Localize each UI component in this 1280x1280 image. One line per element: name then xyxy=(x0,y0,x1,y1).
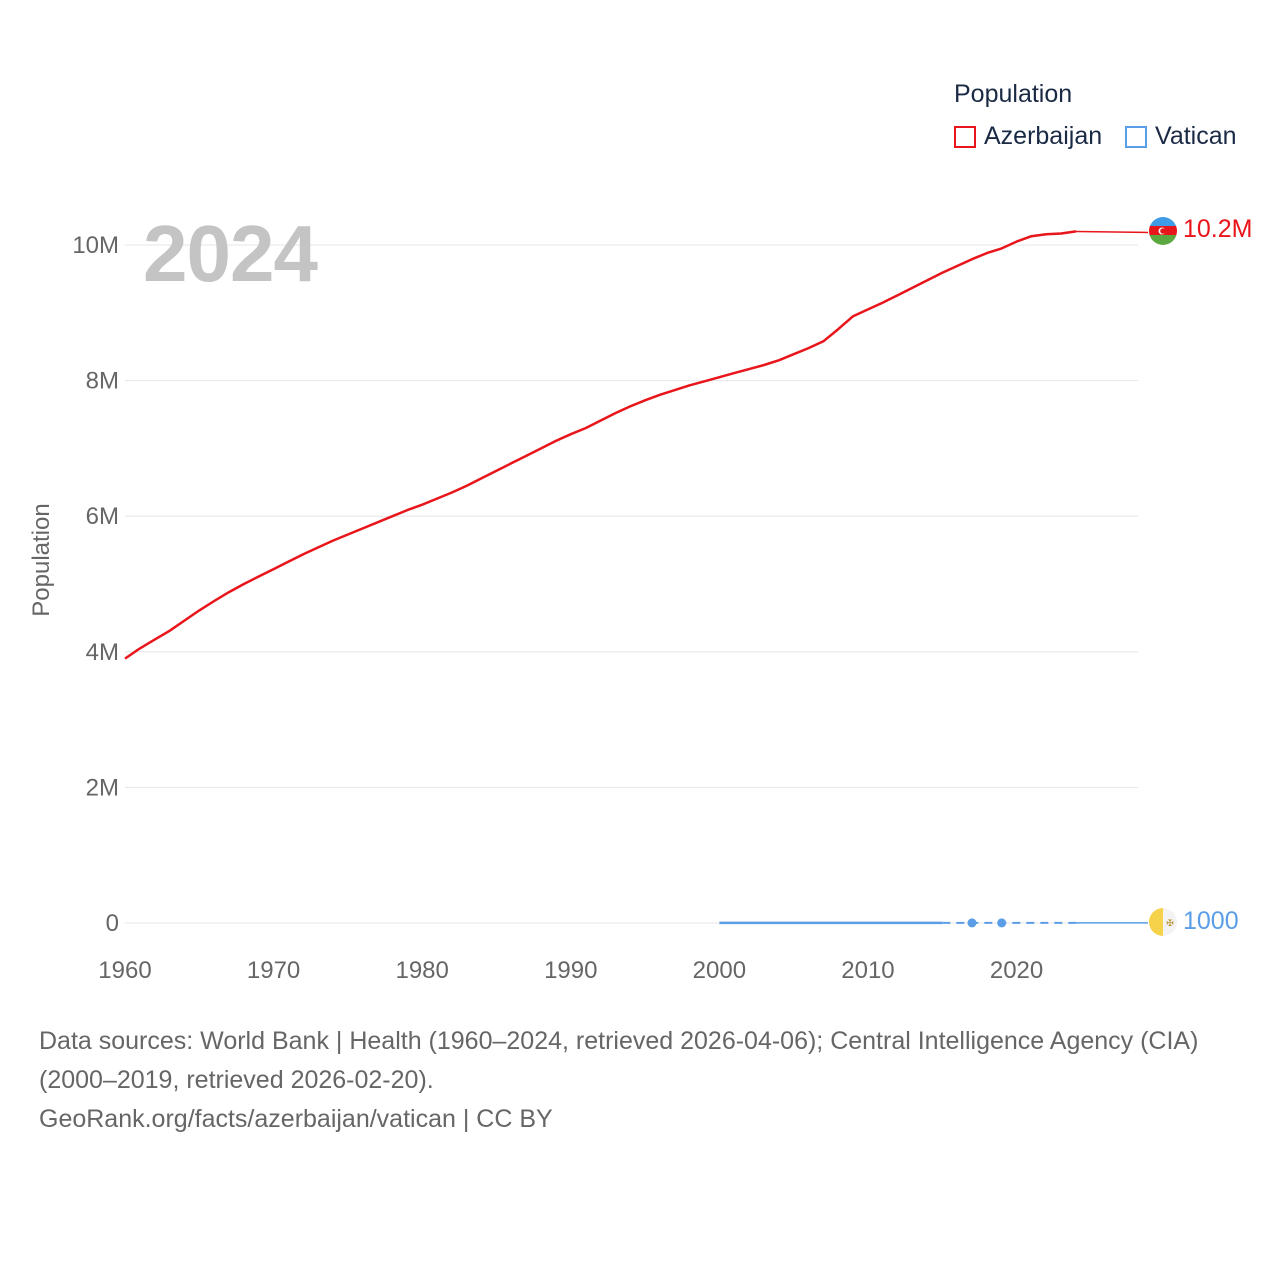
y-tick-label: 2M xyxy=(86,774,119,801)
y-tick-label: 6M xyxy=(86,503,119,530)
source-link[interactable]: GeoRank.org/facts/azerbaijan/vatican | C… xyxy=(39,1105,553,1133)
series-end-labels: 10.2M 1000 xyxy=(1183,215,1252,935)
grid-lines xyxy=(125,244,1138,924)
series-end-markers: ✠ xyxy=(1149,217,1177,936)
x-tick-label: 2020 xyxy=(990,957,1043,984)
x-tick-label: 1990 xyxy=(544,957,597,984)
x-axis-ticks: 1960 1970 1980 1990 2000 2010 2020 xyxy=(98,957,1043,984)
y-axis-ticks: 0 2M 4M 6M 8M 10M xyxy=(72,232,119,937)
legend-swatch-azerbaijan xyxy=(954,125,976,148)
azerbaijan-flag-icon xyxy=(1149,217,1177,245)
current-year-label: 2024 xyxy=(143,209,318,298)
legend-swatch-vatican xyxy=(1125,125,1147,148)
data-point-vatican xyxy=(997,918,1007,928)
y-axis-title: Population xyxy=(28,503,55,617)
series-leader-azerbaijan xyxy=(1075,230,1149,234)
source-line-1: Data sources: World Bank | Health (1960–… xyxy=(39,1027,1199,1055)
source-footer: Data sources: World Bank | Health (1960–… xyxy=(39,1022,1249,1139)
x-tick-label: 2000 xyxy=(693,957,746,984)
svg-text:✠: ✠ xyxy=(1166,918,1174,928)
x-tick-label: 2010 xyxy=(841,957,894,984)
source-line-2: (2000–2019, retrieved 2026-02-20). xyxy=(39,1066,434,1094)
legend-label-azerbaijan: Azerbaijan xyxy=(984,122,1103,150)
legend-item-azerbaijan[interactable]: Azerbaijan xyxy=(954,122,1102,151)
series-line-azerbaijan xyxy=(124,230,1077,660)
x-tick-label: 1970 xyxy=(247,957,300,984)
legend-title: Population xyxy=(954,80,1073,108)
x-tick-label: 1960 xyxy=(98,957,151,984)
x-tick-label: 1980 xyxy=(395,957,448,984)
y-tick-label: 4M xyxy=(86,639,119,666)
end-label-vatican: 1000 xyxy=(1183,907,1239,935)
series-lines xyxy=(124,230,1149,928)
y-tick-label: 0 xyxy=(106,910,119,937)
y-tick-label: 8M xyxy=(86,368,119,395)
y-tick-label: 10M xyxy=(72,232,119,259)
vatican-flag-icon: ✠ xyxy=(1149,908,1177,936)
legend-label-vatican: Vatican xyxy=(1155,122,1237,150)
data-point-vatican xyxy=(967,918,977,928)
end-label-azerbaijan: 10.2M xyxy=(1183,215,1252,243)
legend-item-vatican[interactable]: Vatican xyxy=(1125,122,1237,151)
